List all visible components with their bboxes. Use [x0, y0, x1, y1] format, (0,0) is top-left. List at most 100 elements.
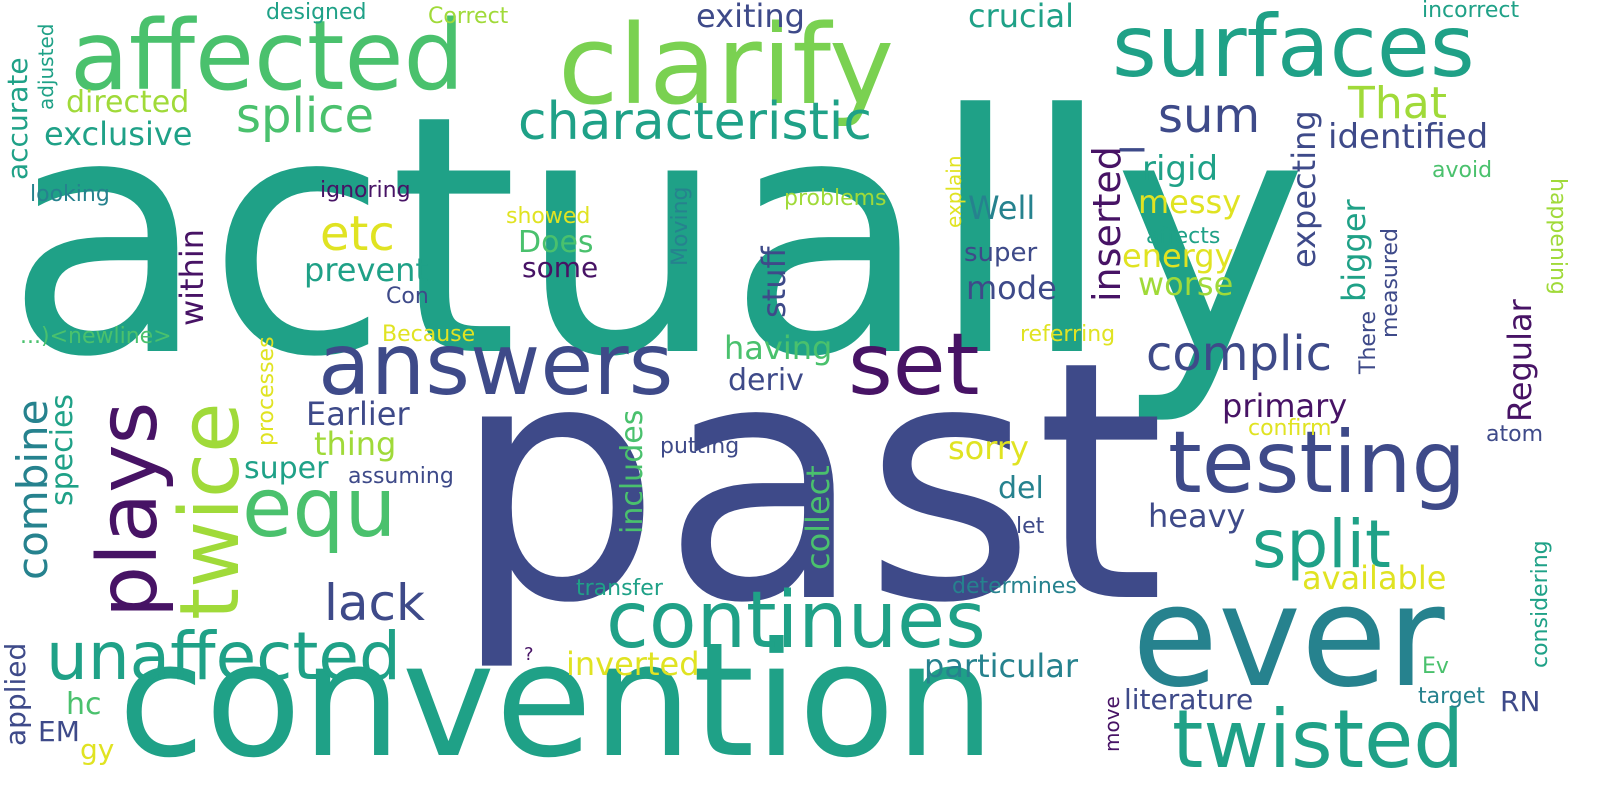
word-having: having: [724, 329, 833, 367]
word-Correct: Correct: [428, 4, 509, 29]
word-referring: referring: [1020, 322, 1116, 347]
word-rigid: rigid: [1142, 149, 1219, 189]
word-convention: convention: [118, 609, 996, 793]
word-prevent: prevent: [304, 251, 428, 289]
word-crucial: crucial: [968, 0, 1075, 35]
word-complic: complic: [1146, 326, 1333, 382]
word-applied: applied: [0, 642, 32, 746]
word-thing: thing: [314, 425, 397, 463]
word-That: That: [1348, 78, 1447, 129]
word-looking: looking: [30, 182, 110, 207]
word-clarify: clarify: [558, 1, 895, 129]
word-ignoring: ignoring: [320, 178, 411, 203]
word-continues: continues: [606, 576, 986, 666]
word-transfer: transfer: [576, 576, 663, 601]
word-showed: showed: [506, 204, 591, 229]
word-question: ?: [524, 644, 534, 665]
word-There: There: [1356, 310, 1381, 374]
word-equ: equ: [242, 461, 397, 556]
word-exiting: exiting: [696, 0, 805, 35]
word-mode: mode: [966, 269, 1057, 307]
word-Well: Well: [968, 189, 1036, 227]
word-sum: sum: [1158, 88, 1261, 144]
word-inverted: inverted: [566, 645, 700, 683]
word-explain: explain: [942, 155, 966, 228]
word-considering: considering: [1528, 540, 1553, 668]
word-identified: identified: [1328, 117, 1489, 157]
word-split: split: [1252, 506, 1391, 583]
word-Because: Because: [382, 322, 476, 347]
word-underscore: _: [1120, 96, 1144, 152]
word-gy: gy: [80, 733, 115, 766]
word-super2: super: [244, 451, 329, 486]
word-species: species: [45, 393, 80, 506]
word-bigger: bigger: [1335, 199, 1373, 302]
word-splice: splice: [236, 88, 375, 144]
word-energy: energy: [1122, 237, 1234, 275]
word-Regular: Regular: [1501, 299, 1539, 422]
word-surfaces: surfaces: [1112, 0, 1475, 97]
word-Moving: Moving: [668, 186, 693, 266]
word-messy: messy: [1138, 183, 1242, 221]
word-confirm: confirm: [1248, 416, 1332, 441]
word-accurate: accurate: [1, 57, 34, 180]
word-Con: Con: [386, 284, 429, 309]
word-ever: ever: [1132, 556, 1445, 719]
word-set: set: [848, 315, 980, 415]
word-collect: collect: [799, 465, 837, 570]
word-etc: etc: [320, 206, 395, 262]
word-expecting: expecting: [1285, 110, 1323, 268]
word-adjusted: adjusted: [34, 23, 58, 110]
word-unaffected: unaffected: [46, 618, 401, 695]
word-designed: designed: [266, 0, 367, 25]
word-problems: problems: [784, 186, 887, 211]
word-EM: EM: [38, 715, 80, 748]
word-move: move: [1100, 696, 1124, 752]
word-answers: answers: [318, 315, 674, 415]
word-Does: Does: [518, 225, 594, 260]
word-includes: includes: [615, 409, 650, 534]
word-putting: putting: [660, 434, 740, 459]
word-Earlier: Earlier: [306, 395, 410, 433]
word-lack: lack: [324, 574, 425, 632]
word-testing: testing: [1168, 413, 1467, 513]
word-affected: affected: [70, 0, 465, 112]
word-target: target: [1418, 684, 1485, 709]
word-past: past: [452, 291, 1166, 675]
word-particular: particular: [924, 647, 1079, 685]
word-twisted: twisted: [1172, 693, 1465, 786]
word-worse: worse: [1138, 265, 1234, 303]
word-let: let: [1016, 514, 1045, 539]
word-primary: primary: [1222, 387, 1348, 425]
word-assuming: assuming: [348, 464, 454, 489]
word-sorry: sorry: [948, 429, 1029, 467]
word-directed: directed: [66, 85, 190, 120]
word-twice: twice: [163, 402, 258, 620]
word-actually: actually: [5, 45, 1309, 429]
word-avoid: avoid: [1432, 158, 1493, 183]
word-literature: literature: [1124, 683, 1254, 716]
word-available: available: [1302, 559, 1447, 597]
word-hc: hc: [66, 687, 102, 722]
word-happening: happening: [1545, 178, 1570, 295]
word-determines: determines: [952, 574, 1077, 599]
word-exclusive: exclusive: [44, 115, 193, 153]
word-some: some: [522, 251, 599, 284]
word-RN: RN: [1500, 685, 1541, 718]
word-affects: affects: [1146, 224, 1221, 249]
word-super1: super: [964, 238, 1038, 268]
word-del: del: [998, 471, 1044, 506]
word-heavy: heavy: [1148, 497, 1246, 535]
word-inserted: inserted: [1085, 146, 1129, 302]
word-newline: ...)<newline>: [20, 324, 172, 349]
word-characteristic: characteristic: [518, 92, 872, 152]
word-processes: processes: [254, 336, 279, 446]
word-atom: atom: [1486, 422, 1543, 447]
word-measured: measured: [1378, 228, 1403, 338]
word-deriv: deriv: [728, 363, 804, 398]
word-stuff: stuff: [755, 246, 793, 318]
word-plays: plays: [81, 401, 176, 618]
word-Ev: Ev: [1422, 654, 1449, 679]
word-within: within: [173, 228, 211, 326]
